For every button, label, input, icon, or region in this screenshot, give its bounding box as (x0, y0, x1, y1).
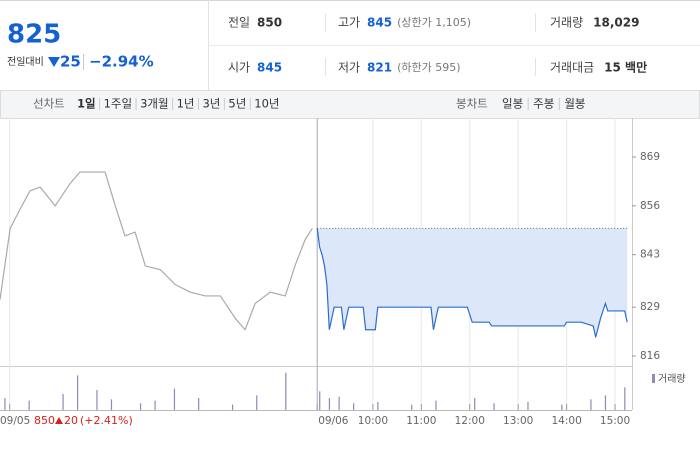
tab-label: 봉차트 (456, 97, 488, 111)
stat-label: 거래대금 (550, 61, 594, 75)
volume-bar (527, 402, 529, 410)
x-tick-label: 15:00 (600, 415, 630, 427)
change-label: 전일대비 (7, 56, 44, 68)
change-pct: −2.94% (89, 53, 154, 71)
volume-bar (411, 404, 413, 410)
y-tick-label: 829 (640, 301, 660, 313)
volume-legend-marker (652, 374, 655, 383)
volume-bar (561, 404, 563, 410)
x-tick-label: 11:00 (406, 415, 436, 427)
volume-legend: 거래량 (658, 373, 686, 385)
volume-bar (338, 396, 340, 410)
stat-value: 850 (257, 16, 282, 30)
volume-bar (328, 398, 331, 410)
y-tick-label: 856 (640, 200, 660, 212)
volume-bar (110, 399, 113, 410)
stat-value: 845 (257, 61, 282, 75)
period-tab[interactable]: 5년 (228, 97, 246, 111)
price: 825 (7, 20, 61, 50)
x-tick-label: 14:00 (551, 415, 581, 427)
volume-bar (590, 399, 592, 410)
period-tab[interactable]: 1주일 (104, 97, 132, 111)
period-tab[interactable]: 10년 (254, 97, 279, 111)
period-tab[interactable]: 3개월 (140, 97, 168, 111)
volume-bar (62, 394, 64, 410)
y-tick-label: 816 (640, 350, 660, 362)
change: 25 (60, 53, 81, 71)
stat-label: 전일 (228, 16, 250, 30)
volume-bar (353, 403, 355, 410)
volume-bar (28, 400, 30, 410)
stat-label: 저가 (338, 61, 360, 75)
period-tab[interactable]: 3년 (202, 97, 220, 111)
stat-value: 18,029 (593, 16, 639, 30)
candle-tab[interactable]: 일봉 (502, 97, 523, 111)
candle-tab[interactable]: 주봉 (533, 97, 554, 111)
volume-bar (198, 398, 200, 410)
x-tick-label: 12:00 (455, 415, 485, 427)
x-tick-label: 09/06 (318, 415, 349, 427)
volume-bar (231, 404, 234, 410)
stat-label: 시가 (228, 61, 250, 75)
volume-bar (624, 387, 626, 410)
period-tab[interactable]: 1년 (177, 97, 195, 111)
prev-change-pct: (+2.41%) (80, 414, 133, 427)
down-icon (48, 57, 60, 67)
tab-bar (0, 90, 700, 119)
price-line (316, 228, 628, 338)
y-tick-label: 843 (640, 249, 660, 261)
volume-bar (154, 400, 156, 410)
x-tick-label: 09/05 (0, 415, 30, 427)
volume-bar (96, 390, 98, 410)
stat-extra: (상한가 1,105) (397, 16, 471, 29)
candle-tab[interactable]: 월봉 (564, 97, 585, 111)
y-tick-label: 869 (640, 151, 660, 163)
stat-value: 845 (367, 16, 392, 30)
stat-value: 821 (367, 61, 392, 75)
prev-close: 850 (34, 414, 55, 427)
volume-bar (256, 395, 258, 410)
volume-bar (76, 375, 79, 410)
change-area (317, 228, 628, 338)
period-tab[interactable]: 1일 (77, 97, 96, 111)
stat-label: 거래량 (550, 16, 583, 30)
stat-extra: (하한가 595) (397, 60, 460, 74)
stat-value: 15 백만 (604, 60, 647, 75)
price-line (0, 171, 313, 331)
volume-bar (173, 388, 176, 410)
x-tick-label: 10:00 (358, 415, 388, 427)
volume-bar (4, 398, 6, 410)
up-icon (55, 417, 63, 424)
volume-bar (377, 402, 379, 410)
volume-bar (435, 400, 437, 410)
x-tick-label: 13:00 (503, 415, 533, 427)
stat-label: 고가 (338, 16, 360, 30)
volume-bar (319, 391, 321, 410)
volume-bar (474, 398, 476, 410)
tab-label: 선차트 (33, 97, 65, 111)
prev-change: 20 (64, 414, 78, 427)
volume-bar (285, 372, 287, 410)
volume-bar (139, 403, 142, 410)
volume-bar (604, 395, 607, 410)
volume-bar (493, 403, 495, 410)
